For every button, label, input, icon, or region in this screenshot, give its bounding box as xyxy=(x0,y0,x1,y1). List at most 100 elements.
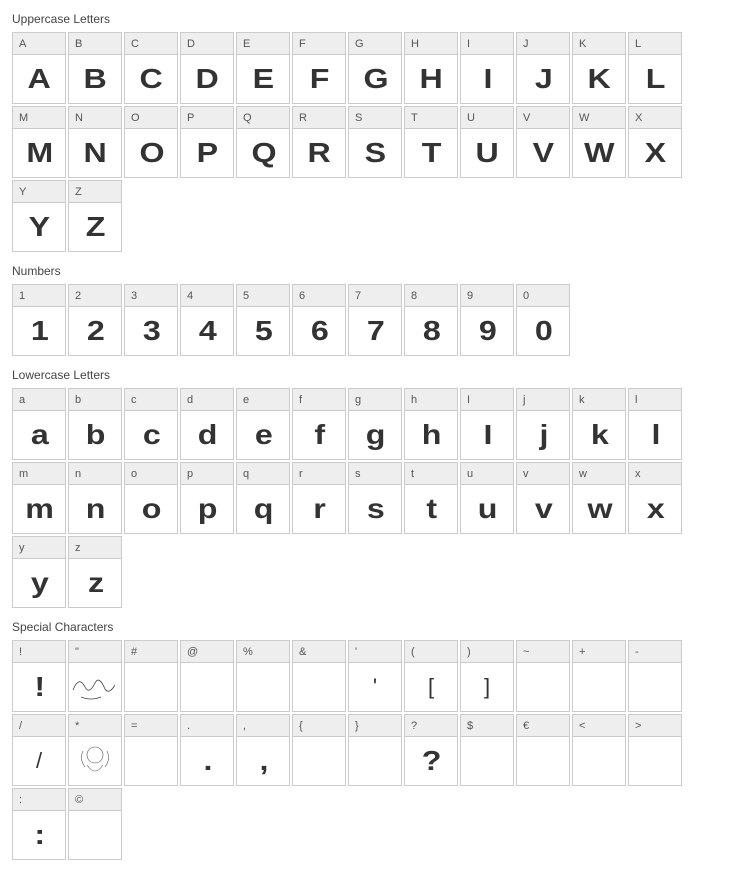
char-cell[interactable]: { xyxy=(292,714,346,786)
char-cell[interactable]: GG xyxy=(348,32,402,104)
glyph: [ xyxy=(428,674,434,700)
char-cell[interactable]: YY xyxy=(12,180,66,252)
char-cell[interactable]: )] xyxy=(460,640,514,712)
char-cell[interactable]: oo xyxy=(124,462,178,534)
char-cell[interactable]: ee xyxy=(236,388,290,460)
char-cell[interactable]: > xyxy=(628,714,682,786)
char-cell[interactable]: @ xyxy=(180,640,234,712)
char-cell[interactable]: SS xyxy=(348,106,402,178)
char-label: e xyxy=(237,389,289,411)
char-cell[interactable]: ?? xyxy=(404,714,458,786)
char-cell[interactable]: ~ xyxy=(516,640,570,712)
char-cell[interactable]: KK xyxy=(572,32,626,104)
char-cell[interactable]: * xyxy=(68,714,122,786)
char-cell[interactable]: HH xyxy=(404,32,458,104)
char-cell[interactable]: yy xyxy=(12,536,66,608)
char-cell[interactable]: FF xyxy=(292,32,346,104)
char-cell[interactable]: PP xyxy=(180,106,234,178)
char-label: $ xyxy=(461,715,513,737)
char-cell[interactable]: ss xyxy=(348,462,402,534)
char-cell[interactable]: ff xyxy=(292,388,346,460)
char-cell[interactable]: nn xyxy=(68,462,122,534)
char-cell[interactable]: ,, xyxy=(236,714,290,786)
char-cell[interactable]: WW xyxy=(572,106,626,178)
char-cell[interactable]: dd xyxy=(180,388,234,460)
char-cell[interactable]: NN xyxy=(68,106,122,178)
char-cell[interactable]: qq xyxy=(236,462,290,534)
char-cell[interactable]: tt xyxy=(404,462,458,534)
char-cell[interactable]: ll xyxy=(628,388,682,460)
char-label: * xyxy=(69,715,121,737)
char-cell[interactable]: gg xyxy=(348,388,402,460)
char-cell[interactable]: II xyxy=(460,32,514,104)
char-cell[interactable]: bb xyxy=(68,388,122,460)
char-cell[interactable]: OO xyxy=(124,106,178,178)
char-cell[interactable]: XX xyxy=(628,106,682,178)
char-label: g xyxy=(349,389,401,411)
char-cell[interactable]: uu xyxy=(460,462,514,534)
char-cell[interactable]: © xyxy=(68,788,122,860)
char-cell[interactable]: rr xyxy=(292,462,346,534)
char-cell[interactable]: € xyxy=(516,714,570,786)
char-cell[interactable]: II xyxy=(460,388,514,460)
char-cell[interactable]: xx xyxy=(628,462,682,534)
char-cell[interactable]: 33 xyxy=(124,284,178,356)
char-cell[interactable]: $ xyxy=(460,714,514,786)
char-cell[interactable]: = xyxy=(124,714,178,786)
char-cell[interactable]: hh xyxy=(404,388,458,460)
char-cell[interactable]: LL xyxy=(628,32,682,104)
char-cell[interactable]: 88 xyxy=(404,284,458,356)
char-label: k xyxy=(573,389,625,411)
char-cell[interactable]: } xyxy=(348,714,402,786)
char-label: = xyxy=(125,715,177,737)
char-cell[interactable]: JJ xyxy=(516,32,570,104)
char-cell[interactable]: 11 xyxy=(12,284,66,356)
char-cell[interactable]: - xyxy=(628,640,682,712)
char-cell[interactable]: TT xyxy=(404,106,458,178)
char-cell[interactable]: # xyxy=(124,640,178,712)
char-cell[interactable]: '' xyxy=(348,640,402,712)
char-cell[interactable]: DD xyxy=(180,32,234,104)
char-glyph: 5 xyxy=(237,307,289,355)
char-cell[interactable]: pp xyxy=(180,462,234,534)
char-cell[interactable]: ZZ xyxy=(68,180,122,252)
char-cell[interactable]: 66 xyxy=(292,284,346,356)
char-cell[interactable]: " xyxy=(68,640,122,712)
char-cell[interactable]: 00 xyxy=(516,284,570,356)
char-cell[interactable]: % xyxy=(236,640,290,712)
char-cell[interactable]: // xyxy=(12,714,66,786)
char-cell[interactable]: ww xyxy=(572,462,626,534)
char-cell[interactable]: VV xyxy=(516,106,570,178)
char-cell[interactable]: !! xyxy=(12,640,66,712)
char-cell[interactable]: & xyxy=(292,640,346,712)
glyph: I xyxy=(483,63,491,95)
char-cell[interactable]: zz xyxy=(68,536,122,608)
char-glyph xyxy=(573,737,625,785)
char-cell[interactable]: .. xyxy=(180,714,234,786)
char-cell[interactable]: + xyxy=(572,640,626,712)
char-cell[interactable]: UU xyxy=(460,106,514,178)
char-cell[interactable]: 99 xyxy=(460,284,514,356)
char-cell[interactable]: 77 xyxy=(348,284,402,356)
char-cell[interactable]: kk xyxy=(572,388,626,460)
char-cell[interactable]: 22 xyxy=(68,284,122,356)
char-cell[interactable]: cc xyxy=(124,388,178,460)
char-cell[interactable]: CC xyxy=(124,32,178,104)
char-cell[interactable]: 55 xyxy=(236,284,290,356)
char-cell[interactable]: MM xyxy=(12,106,66,178)
char-label: @ xyxy=(181,641,233,663)
char-cell[interactable]: :: xyxy=(12,788,66,860)
char-cell[interactable]: QQ xyxy=(236,106,290,178)
char-cell[interactable]: BB xyxy=(68,32,122,104)
char-cell[interactable]: EE xyxy=(236,32,290,104)
glyph: c xyxy=(143,419,160,451)
char-cell[interactable]: vv xyxy=(516,462,570,534)
char-cell[interactable]: aa xyxy=(12,388,66,460)
char-cell[interactable]: mm xyxy=(12,462,66,534)
char-cell[interactable]: < xyxy=(572,714,626,786)
char-cell[interactable]: RR xyxy=(292,106,346,178)
char-cell[interactable]: 44 xyxy=(180,284,234,356)
char-cell[interactable]: AA xyxy=(12,32,66,104)
char-cell[interactable]: jj xyxy=(516,388,570,460)
char-cell[interactable]: ([ xyxy=(404,640,458,712)
